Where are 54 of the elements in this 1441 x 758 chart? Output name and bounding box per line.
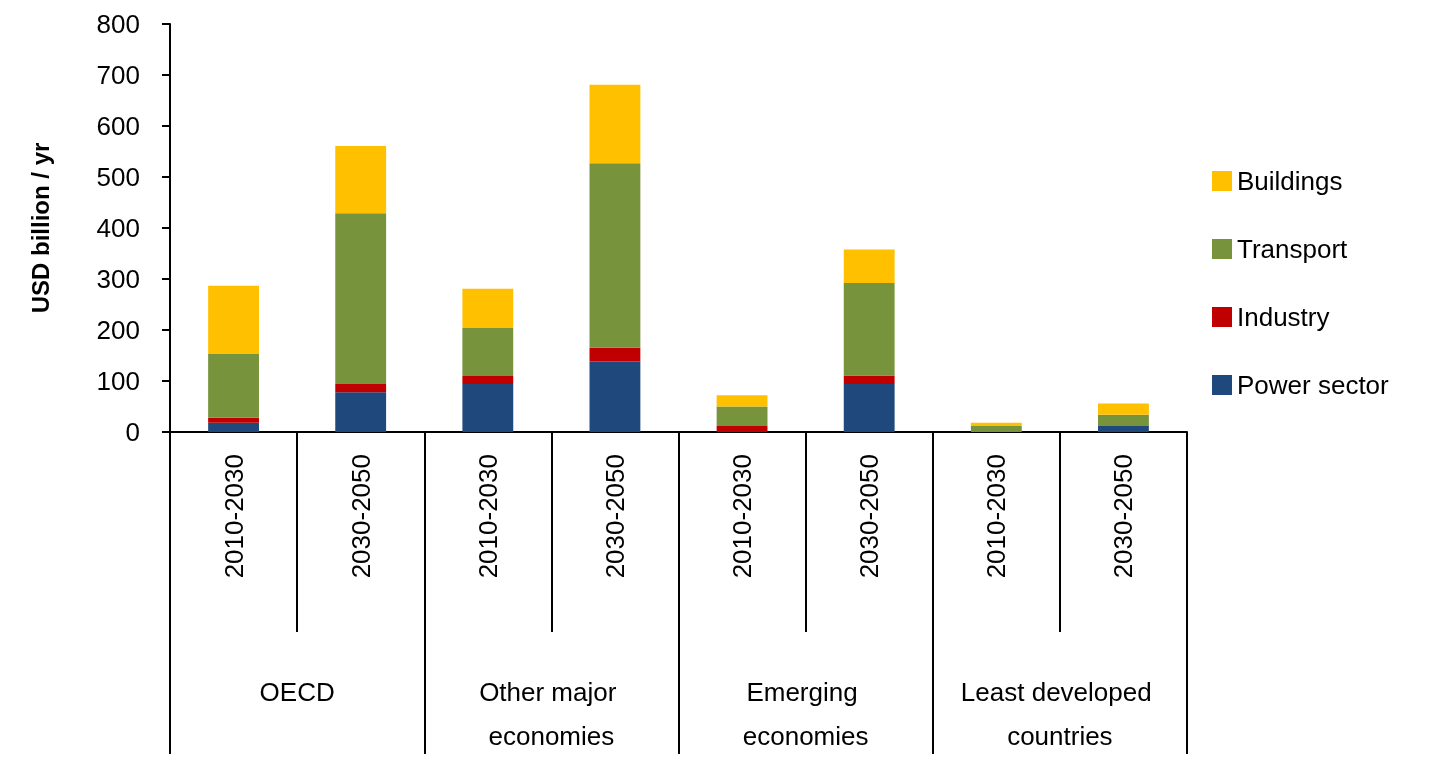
x-tick-label: 2010-2030 bbox=[218, 454, 249, 579]
y-tick-label: 600 bbox=[96, 111, 140, 141]
bar bbox=[843, 375, 895, 385]
y-axis-title: USD billion / yr bbox=[26, 142, 54, 314]
y-tick-label: 700 bbox=[96, 60, 140, 90]
bar bbox=[208, 353, 259, 418]
y-tick-label: 100 bbox=[96, 366, 140, 396]
bar bbox=[335, 213, 387, 385]
text: Other major economies bbox=[479, 677, 624, 751]
bar bbox=[589, 361, 641, 432]
bar bbox=[716, 406, 768, 426]
bar bbox=[462, 288, 514, 328]
bar bbox=[208, 417, 259, 423]
bar bbox=[208, 285, 259, 354]
text: Least developed countries bbox=[960, 677, 1159, 751]
legend-label: Transport bbox=[1237, 234, 1349, 264]
bar bbox=[843, 384, 895, 432]
y-tick-label: 500 bbox=[96, 162, 140, 192]
bar bbox=[1098, 414, 1149, 426]
bar bbox=[843, 249, 895, 284]
bar bbox=[970, 422, 1022, 426]
bar bbox=[716, 425, 768, 432]
bar bbox=[1098, 403, 1149, 415]
bar bbox=[462, 327, 514, 376]
x-tick-label: 2030-2050 bbox=[1108, 454, 1139, 579]
bar bbox=[970, 425, 1022, 432]
text: OECD bbox=[259, 677, 335, 707]
bar bbox=[716, 395, 768, 407]
bar bbox=[335, 384, 387, 393]
x-tick-label: 2010-2030 bbox=[981, 454, 1012, 579]
bar bbox=[1098, 425, 1149, 432]
bar bbox=[589, 347, 641, 362]
bar bbox=[589, 163, 641, 348]
x-tick-label: 2030-2050 bbox=[854, 454, 885, 579]
y-tick-label: 200 bbox=[96, 315, 140, 345]
text: Emerging economies bbox=[742, 677, 869, 751]
bar bbox=[589, 84, 641, 164]
x-tick-label: 2030-2050 bbox=[345, 454, 376, 579]
bar bbox=[335, 392, 387, 432]
legend-label: Industry bbox=[1237, 302, 1330, 332]
legend-label: Power sector bbox=[1237, 370, 1390, 400]
bar bbox=[462, 384, 514, 432]
legend-label: Buildings bbox=[1237, 166, 1343, 196]
y-tick-label: 400 bbox=[96, 213, 140, 243]
y-tick-label: 300 bbox=[96, 264, 140, 294]
bar bbox=[335, 145, 387, 214]
x-tick-label: 2030-2050 bbox=[599, 454, 630, 579]
bar bbox=[208, 422, 259, 432]
y-tick-label: 800 bbox=[96, 9, 140, 39]
bar bbox=[843, 283, 895, 376]
y-tick-label: 0 bbox=[125, 417, 140, 447]
bar bbox=[462, 375, 514, 385]
x-tick-label: 2010-2030 bbox=[472, 454, 503, 579]
x-tick-label: 2010-2030 bbox=[727, 454, 758, 579]
